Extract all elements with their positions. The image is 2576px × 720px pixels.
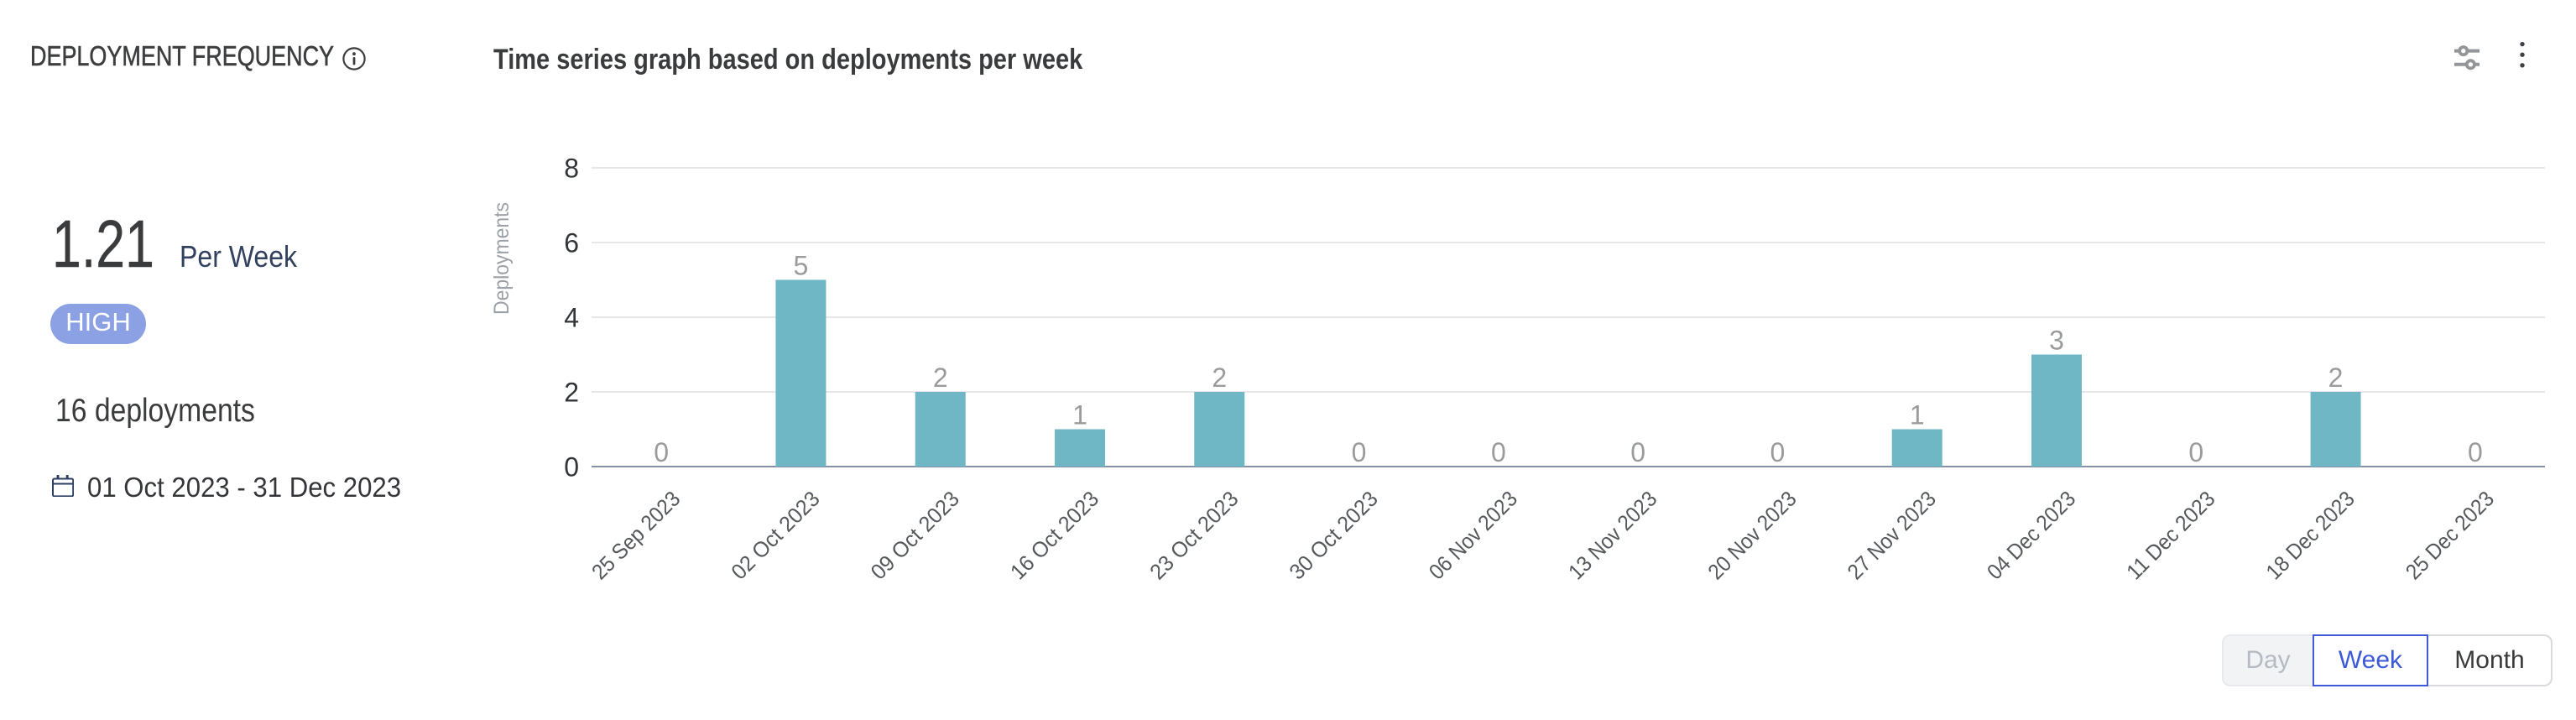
svg-text:0: 0: [1491, 437, 1506, 467]
svg-text:0: 0: [1630, 437, 1645, 467]
svg-text:4: 4: [564, 303, 579, 333]
svg-text:Deployments: Deployments: [490, 202, 514, 315]
svg-text:25 Sep 2023: 25 Sep 2023: [587, 486, 685, 584]
svg-text:6: 6: [564, 228, 579, 258]
svg-text:2: 2: [933, 363, 948, 393]
svg-text:06 Nov 2023: 06 Nov 2023: [1424, 486, 1522, 584]
svg-text:0: 0: [1770, 437, 1786, 467]
svg-text:11 Dec 2023: 11 Dec 2023: [2121, 486, 2219, 584]
svg-text:02 Oct 2023: 02 Oct 2023: [726, 486, 824, 584]
svg-text:2: 2: [2328, 363, 2344, 393]
svg-text:2: 2: [1212, 363, 1227, 393]
svg-text:8: 8: [564, 154, 579, 184]
svg-text:0: 0: [654, 437, 669, 467]
svg-text:09 Oct 2023: 09 Oct 2023: [866, 486, 964, 584]
svg-text:04 Dec 2023: 04 Dec 2023: [1982, 486, 2080, 584]
svg-text:30 Oct 2023: 30 Oct 2023: [1284, 486, 1382, 584]
svg-text:20 Nov 2023: 20 Nov 2023: [1703, 486, 1801, 584]
svg-text:16 Oct 2023: 16 Oct 2023: [1005, 486, 1103, 584]
svg-text:0: 0: [564, 452, 579, 483]
svg-text:1: 1: [1072, 400, 1087, 430]
svg-text:23 Oct 2023: 23 Oct 2023: [1145, 486, 1243, 584]
svg-text:0: 0: [2188, 437, 2203, 467]
svg-text:5: 5: [794, 251, 809, 281]
svg-text:0: 0: [2468, 437, 2483, 467]
svg-text:27 Nov 2023: 27 Nov 2023: [1843, 486, 1941, 584]
svg-text:0: 0: [1352, 437, 1367, 467]
svg-text:2: 2: [564, 378, 579, 408]
svg-text:18 Dec 2023: 18 Dec 2023: [2261, 486, 2359, 584]
svg-text:25 Dec 2023: 25 Dec 2023: [2401, 486, 2499, 584]
svg-text:13 Nov 2023: 13 Nov 2023: [1563, 486, 1661, 584]
svg-text:1: 1: [1910, 400, 1925, 430]
svg-text:3: 3: [2049, 326, 2064, 356]
